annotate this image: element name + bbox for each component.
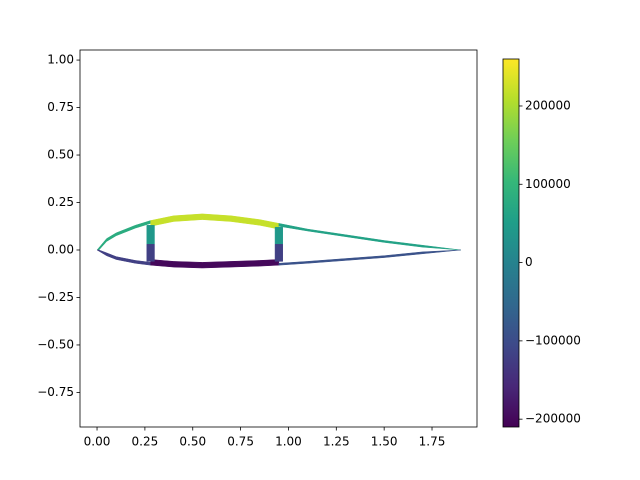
colorbar-tick-label: 200000 xyxy=(525,98,571,112)
colorbar-tick-label: 0 xyxy=(525,255,533,269)
x-tick-label: 0.50 xyxy=(179,435,206,449)
y-tick-label: −0.25 xyxy=(37,290,74,304)
colorbar-tick-label: 100000 xyxy=(525,177,571,191)
stress-patch xyxy=(278,249,461,266)
y-tick-label: −0.50 xyxy=(37,337,74,351)
axes-frame xyxy=(79,49,478,428)
y-tick-label: 0.00 xyxy=(47,242,74,256)
stress-patch xyxy=(146,244,155,262)
x-tick-label: 1.25 xyxy=(323,435,350,449)
y-tick-label: 0.25 xyxy=(47,195,74,209)
colorbar-tick-label: −100000 xyxy=(525,333,581,347)
x-tick-label: 1.50 xyxy=(371,435,398,449)
colorbar-tick-label: −200000 xyxy=(525,412,581,426)
y-tick-label: 1.00 xyxy=(47,53,74,67)
stress-patch xyxy=(146,225,155,245)
y-tick-label: −0.75 xyxy=(37,385,74,399)
x-tick-label: 1.00 xyxy=(275,435,302,449)
x-tick-label: 0.75 xyxy=(227,435,254,449)
y-tick-label: 0.50 xyxy=(47,148,74,162)
stress-patch xyxy=(278,223,461,251)
x-tick-label: 1.75 xyxy=(419,435,446,449)
colorbar xyxy=(502,58,520,428)
stress-patch xyxy=(274,226,283,245)
y-tick-label: 0.75 xyxy=(47,100,74,114)
stress-patch xyxy=(274,244,283,262)
x-tick-label: 0.00 xyxy=(84,435,111,449)
x-tick-label: 0.25 xyxy=(132,435,159,449)
